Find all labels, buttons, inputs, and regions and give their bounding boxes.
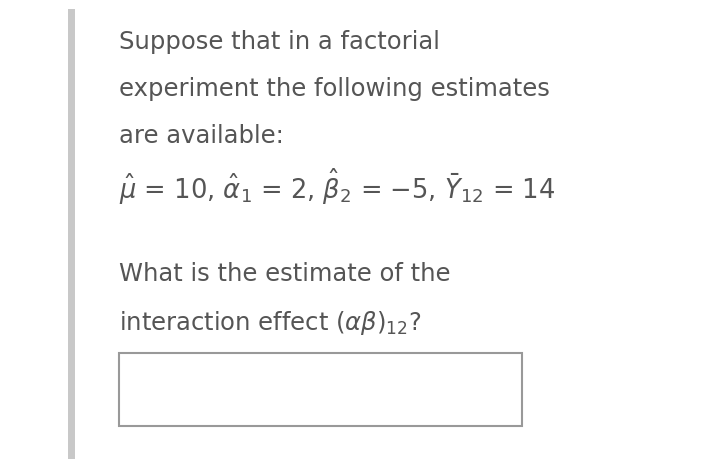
- Bar: [119, 353, 522, 426]
- Text: $\hat{\mu}$ = 10, $\hat{\alpha}_1$ = 2, $\hat{\beta}_2$ = $-$5, $\bar{Y}_{12}$ =: $\hat{\mu}$ = 10, $\hat{\alpha}_1$ = 2, …: [119, 167, 555, 207]
- Text: are available:: are available:: [119, 124, 284, 148]
- Text: What is the estimate of the: What is the estimate of the: [119, 262, 450, 286]
- Bar: [68, 9, 75, 459]
- Text: interaction effect $(\alpha\beta)_{12}$?: interaction effect $(\alpha\beta)_{12}$?: [119, 309, 421, 337]
- Text: experiment the following estimates: experiment the following estimates: [119, 77, 549, 101]
- Text: Suppose that in a factorial: Suppose that in a factorial: [119, 30, 440, 54]
